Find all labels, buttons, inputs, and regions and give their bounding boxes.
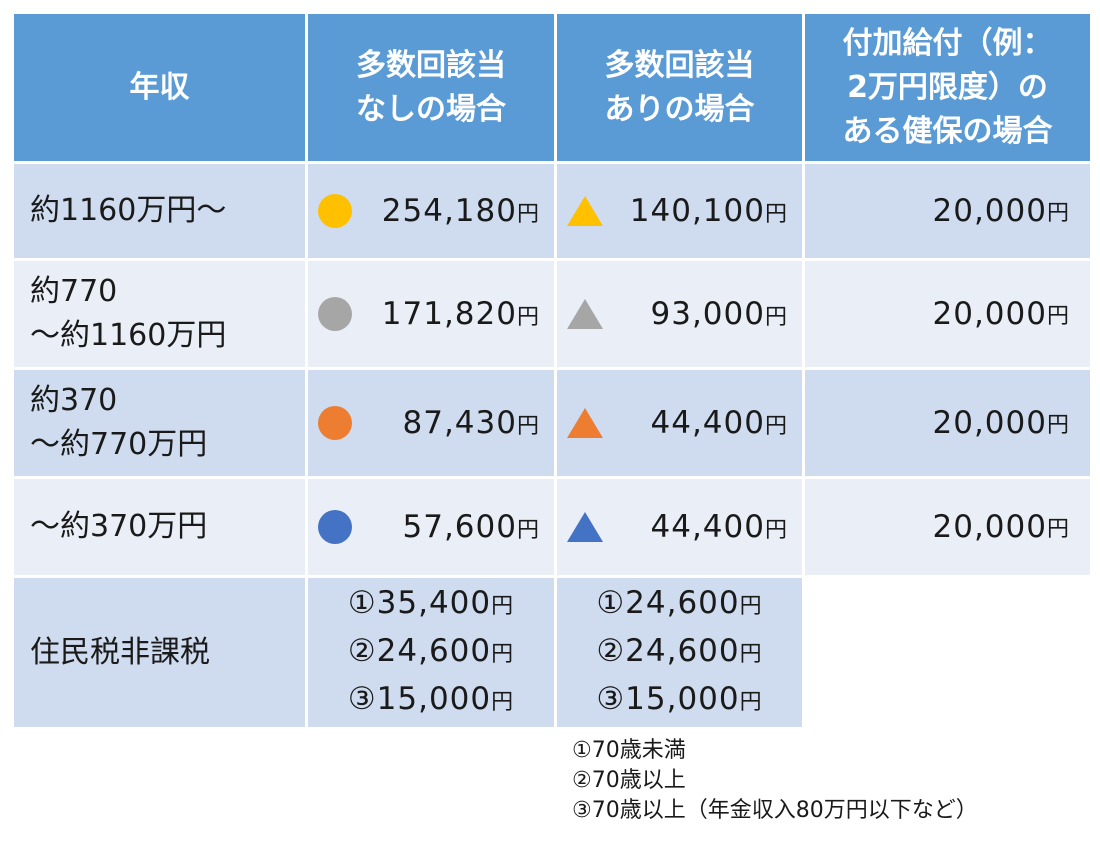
row-income-label: 約770 〜約1160万円 bbox=[14, 261, 305, 367]
tax-exempt-line: ②24,600円 bbox=[596, 632, 763, 669]
row-income-label: 約1160万円〜 bbox=[14, 164, 305, 258]
triangle-marker-icon bbox=[567, 299, 603, 329]
circle-marker-icon bbox=[318, 194, 352, 228]
empty-cell bbox=[805, 578, 1090, 727]
circle-marker-icon bbox=[318, 406, 352, 440]
cost-table: 年収 多数回該当 なしの場合 多数回該当 ありの場合 付加給付（例： 2万円限度… bbox=[14, 14, 1090, 727]
row-multi-value: 140,100円 bbox=[557, 164, 802, 258]
footnote: ①70歳未満 bbox=[572, 738, 686, 763]
tax-exempt-line: ③15,000円 bbox=[347, 680, 515, 717]
header-no-multiple: 多数回該当 なしの場合 bbox=[308, 14, 554, 161]
row-extra-value: 20,000 円 bbox=[805, 370, 1090, 476]
tax-exempt-line: ③15,000円 bbox=[596, 680, 763, 717]
circle-marker-icon bbox=[318, 297, 352, 331]
triangle-marker-icon bbox=[567, 408, 603, 438]
row-multi-value: 44,400円 bbox=[557, 370, 802, 476]
row-multi-value: 44,400円 bbox=[557, 479, 802, 575]
footnote: ②70歳以上 bbox=[572, 768, 686, 793]
triangle-marker-icon bbox=[567, 512, 603, 542]
row-extra-value: 20,000 円 bbox=[805, 164, 1090, 258]
row-multi-value: 93,000円 bbox=[557, 261, 802, 367]
circle-marker-icon bbox=[318, 510, 352, 544]
row-income-label: 〜約370万円 bbox=[14, 479, 305, 575]
row-extra-value: 20,000 円 bbox=[805, 261, 1090, 367]
header-multiple: 多数回該当 ありの場合 bbox=[557, 14, 802, 161]
footnotes: ①70歳未満 ②70歳以上 ③70歳以上（年金収入80万円以下など） bbox=[572, 736, 978, 826]
tax-exempt-line: ①35,400円 bbox=[347, 584, 515, 621]
header-additional-benefit: 付加給付（例： 2万円限度）の ある健保の場合 bbox=[805, 14, 1090, 161]
tax-exempt-line: ②24,600円 bbox=[347, 632, 515, 669]
header-income: 年収 bbox=[14, 14, 305, 161]
tax-exempt-label: 住民税非課税 bbox=[14, 578, 305, 727]
row-income-label: 約370 〜約770万円 bbox=[14, 370, 305, 476]
row-no-multi-value: 171,820円 bbox=[308, 261, 554, 367]
footnote: ③70歳以上（年金収入80万円以下など） bbox=[572, 798, 978, 823]
triangle-marker-icon bbox=[567, 196, 603, 226]
tax-exempt-multi: ①24,600円 ②24,600円 ③15,000円 bbox=[557, 578, 802, 727]
row-no-multi-value: 87,430円 bbox=[308, 370, 554, 476]
row-extra-value: 20,000 円 bbox=[805, 479, 1090, 575]
row-no-multi-value: 57,600円 bbox=[308, 479, 554, 575]
tax-exempt-no-multi: ①35,400円 ②24,600円 ③15,000円 bbox=[308, 578, 554, 727]
tax-exempt-line: ①24,600円 bbox=[596, 584, 763, 621]
row-no-multi-value: 254,180円 bbox=[308, 164, 554, 258]
